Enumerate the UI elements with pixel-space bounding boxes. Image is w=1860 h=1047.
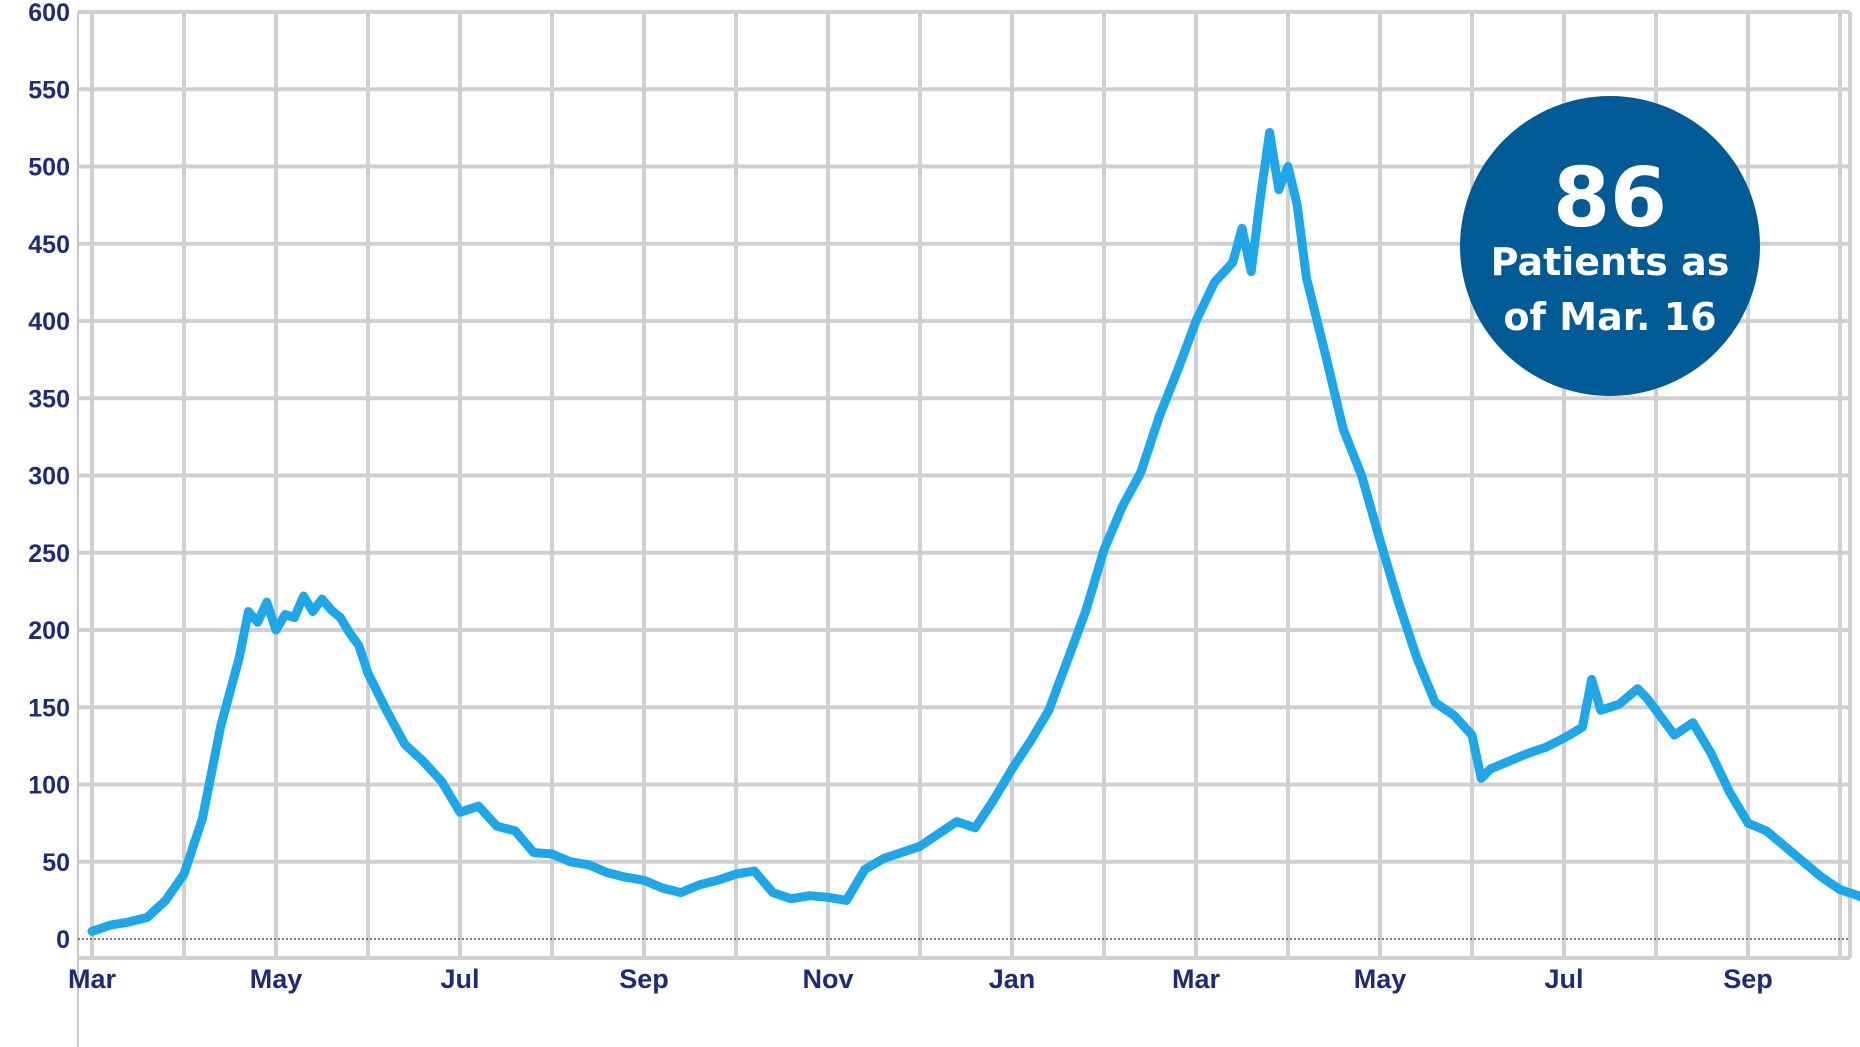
x-tick-label: Sep (1723, 964, 1773, 994)
x-tick-label: Mar (1172, 964, 1221, 994)
x-tick-label: Mar (68, 964, 117, 994)
callout-label-line1: Patients as (1491, 240, 1730, 284)
y-tick-label: 150 (28, 694, 70, 722)
x-tick-label: Jul (1544, 964, 1583, 994)
y-tick-label: 400 (28, 308, 70, 336)
y-tick-label: 350 (28, 385, 70, 413)
y-tick-label: 600 (28, 0, 70, 27)
x-tick-label: May (250, 964, 303, 994)
x-tick-label: May (1354, 964, 1407, 994)
y-tick-label: 100 (28, 772, 70, 800)
y-tick-labels: 0 50 100 150 200 250 300 350 400 450 500 550 600 (28, 0, 70, 954)
x-tick-label: Jul (440, 964, 479, 994)
grid (78, 10, 1852, 958)
y-tick-label: 300 (28, 463, 70, 491)
callout-number: 86 (1553, 151, 1667, 246)
y-tick-label: 50 (42, 849, 70, 877)
callout-label-line2: of Mar. 16 (1503, 295, 1716, 339)
callout-circle (1460, 96, 1760, 396)
y-tick-label: 0 (56, 926, 70, 954)
x-tick-labels: MarMayJulSepNovJanMarMayJulSepNovJanMarM… (68, 964, 1773, 994)
y-tick-label: 500 (28, 154, 70, 182)
y-tick-label: 200 (28, 617, 70, 645)
x-tick-label: Sep (619, 964, 669, 994)
y-tick-label: 450 (28, 231, 70, 259)
axes (77, 12, 1850, 1047)
series-line (87, 128, 1860, 936)
y-tick-label: 250 (28, 540, 70, 568)
series-layer (87, 128, 1860, 936)
x-tick-label: Jan (989, 964, 1036, 994)
current-count-callout: 86 Patients as of Mar. 16 (1460, 96, 1760, 396)
x-tick-label: Nov (802, 964, 853, 994)
y-tick-label: 550 (28, 76, 70, 104)
